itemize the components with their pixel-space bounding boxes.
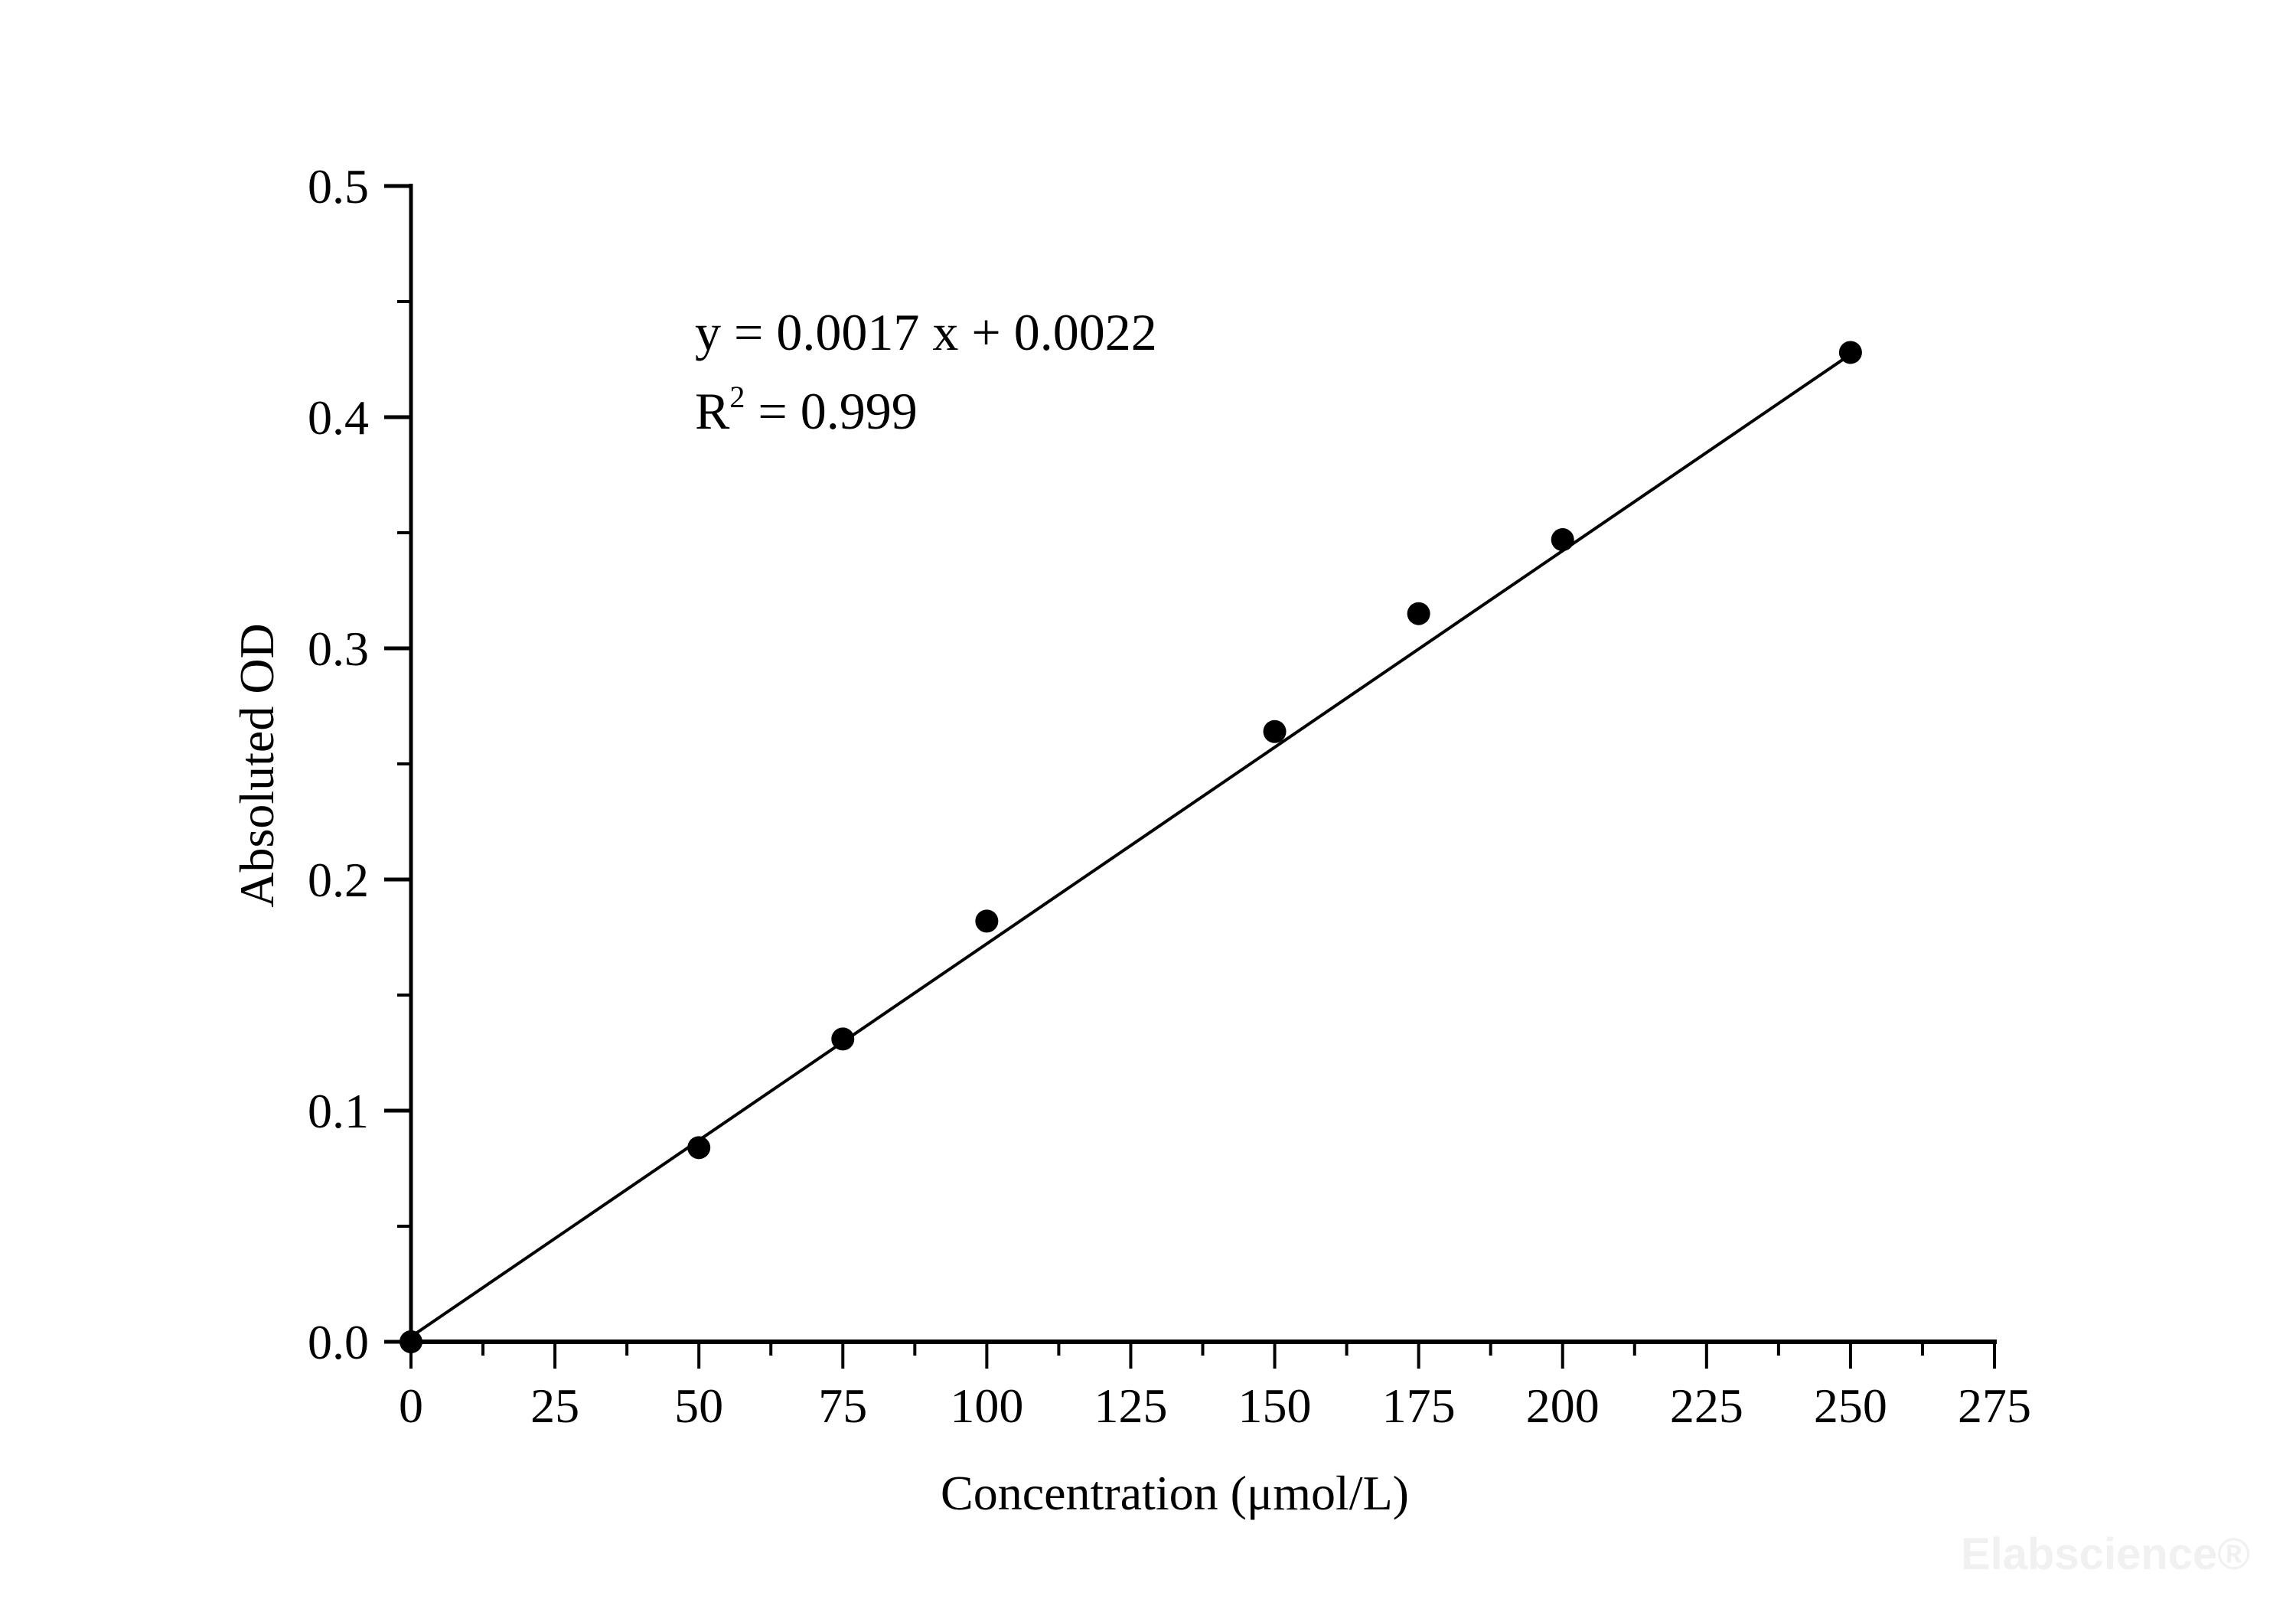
y-tick-label: 0.2: [308, 853, 369, 907]
data-point: [1838, 341, 1862, 364]
fit-line: [409, 353, 1852, 1339]
data-point: [1551, 528, 1574, 552]
x-tick-label: 200: [1526, 1379, 1600, 1433]
data-point: [975, 909, 999, 933]
x-tick-label: 175: [1382, 1379, 1456, 1433]
data-point: [400, 1330, 422, 1353]
equation-label: y = 0.0017 x + 0.0022: [695, 303, 1157, 361]
x-tick-label: 250: [1814, 1379, 1887, 1433]
x-axis-label: Concentration (μmol/L): [941, 1466, 1409, 1520]
x-tick-label: 150: [1238, 1379, 1312, 1433]
y-tick-label: 0.4: [308, 390, 369, 445]
y-axis-label: Absoluted OD: [230, 623, 284, 908]
data-point: [1263, 720, 1287, 743]
x-tick-label: 0: [399, 1379, 423, 1433]
watermark: Elabscience®: [1961, 1529, 2250, 1579]
x-tick-label: 100: [950, 1379, 1023, 1433]
x-tick-label: 25: [530, 1379, 579, 1433]
x-tick-label: 275: [1958, 1379, 2031, 1433]
y-tick-label: 0.5: [308, 159, 369, 214]
data-point: [831, 1027, 855, 1051]
x-tick-label: 125: [1094, 1379, 1167, 1433]
x-tick-label: 50: [674, 1379, 723, 1433]
x-tick-label: 225: [1670, 1379, 1743, 1433]
data-point: [687, 1136, 711, 1160]
y-tick-label: 0.1: [308, 1084, 369, 1138]
y-tick-label: 0.0: [308, 1315, 369, 1369]
data-point: [1407, 602, 1430, 625]
y-tick-label: 0.3: [308, 622, 369, 676]
x-tick-label: 75: [818, 1379, 867, 1433]
r-squared-label: R2 = 0.999: [695, 380, 918, 440]
